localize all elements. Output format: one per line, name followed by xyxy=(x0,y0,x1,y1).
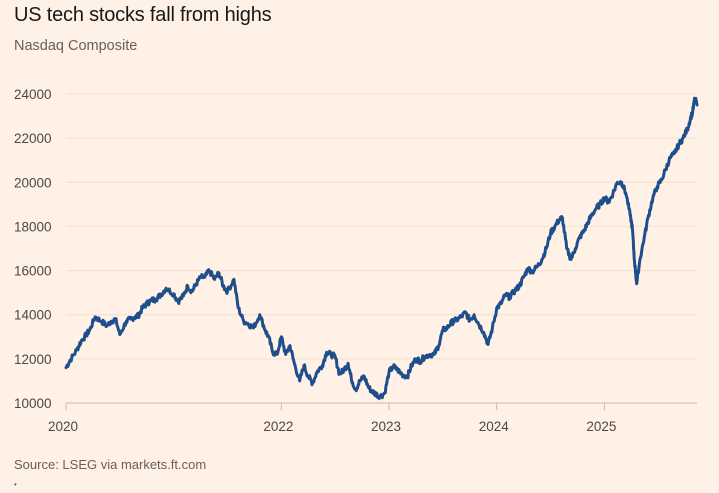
y-axis-labels: 10000 12000 14000 16000 18000 20000 22000 24000 xyxy=(14,87,52,411)
chart-subtitle: Nasdaq Composite xyxy=(14,38,138,54)
source-note: Source: LSEG via markets.ft.com xyxy=(14,457,207,472)
y-tick-label: 20000 xyxy=(14,175,52,190)
series-layer xyxy=(64,96,699,401)
y-tick-label: 24000 xyxy=(14,87,52,102)
y-tick-label: 14000 xyxy=(14,308,52,323)
x-tick-label: 2022 xyxy=(263,419,293,434)
series-line-nasdaq-composite xyxy=(64,96,699,401)
footnote-bullet: • xyxy=(14,480,17,489)
x-tick-label: 2020 xyxy=(48,419,78,434)
x-axis: 2020 2022 2023 2024 2025 xyxy=(48,402,697,434)
y-tick-label: 18000 xyxy=(14,219,52,234)
y-tick-label: 16000 xyxy=(14,264,52,279)
x-tick-label: 2025 xyxy=(586,419,616,434)
chart-title: US tech stocks fall from highs xyxy=(14,4,272,26)
grid xyxy=(66,93,697,360)
x-tick-label: 2023 xyxy=(371,419,401,434)
y-tick-label: 12000 xyxy=(14,352,52,367)
y-tick-label: 10000 xyxy=(14,396,52,411)
x-tick-label: 2024 xyxy=(479,419,510,434)
y-tick-label: 22000 xyxy=(14,131,52,146)
